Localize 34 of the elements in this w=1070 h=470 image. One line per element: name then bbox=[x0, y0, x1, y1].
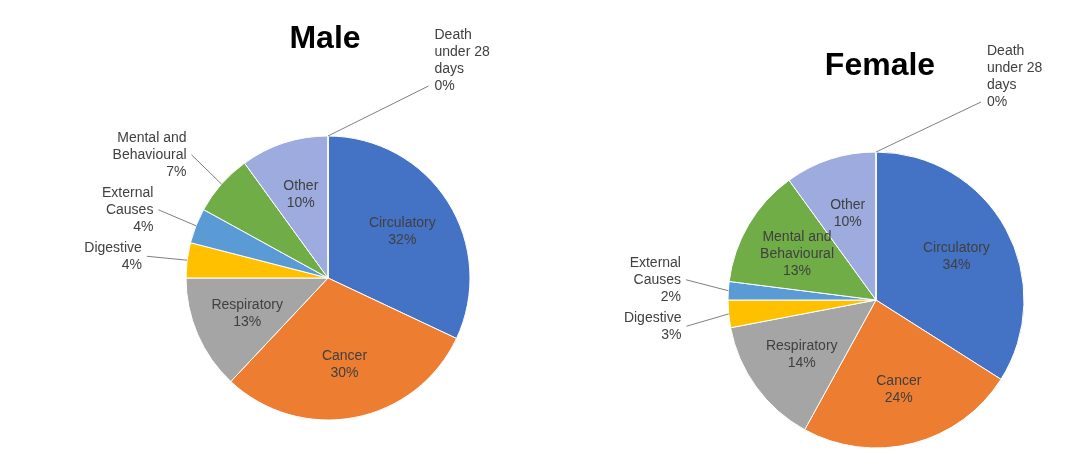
slice-label: Mental and Behavioural bbox=[112, 129, 187, 163]
data-label: 34% bbox=[942, 255, 971, 272]
slice-label: Respiratory bbox=[211, 295, 283, 312]
slice-label: Other bbox=[283, 177, 319, 194]
data-label: 10% bbox=[833, 212, 862, 229]
text: 0% bbox=[434, 77, 455, 93]
data-label: 13% bbox=[783, 261, 812, 278]
text: 0% bbox=[987, 93, 1008, 109]
slice-label: Circulatory bbox=[368, 213, 436, 230]
chart-title: Male bbox=[289, 19, 361, 55]
data-label: 10% bbox=[286, 194, 315, 211]
data-label: 4% bbox=[133, 218, 154, 235]
data-label: 32% bbox=[388, 230, 417, 247]
slice-label: External Causes bbox=[629, 254, 681, 288]
chart-title: Female bbox=[824, 46, 936, 82]
data-label: 13% bbox=[233, 312, 262, 329]
slice-label: External Causes bbox=[102, 184, 154, 218]
slice-label: Digestive bbox=[84, 239, 143, 256]
category-label: Death under 28 days bbox=[987, 42, 1043, 92]
slice-label: Circulatory bbox=[922, 238, 990, 255]
data-label: 4% bbox=[121, 256, 142, 273]
data-label: 30% bbox=[330, 364, 359, 381]
slice-label: Cancer bbox=[321, 347, 368, 364]
slice-label: Mental and Behavioural bbox=[760, 227, 834, 261]
data-label: 2% bbox=[660, 288, 681, 305]
slice-label: Respiratory bbox=[765, 336, 838, 353]
data-label: 14% bbox=[787, 353, 816, 370]
data-label: 3% bbox=[661, 326, 682, 343]
category-label: Death under 28 days bbox=[434, 26, 490, 76]
data-label: 7% bbox=[166, 163, 187, 180]
data-label: 24% bbox=[884, 388, 913, 405]
slice-label: Other bbox=[830, 195, 866, 212]
slice-label: Digestive bbox=[623, 309, 682, 326]
slice-label: Cancer bbox=[876, 371, 922, 388]
